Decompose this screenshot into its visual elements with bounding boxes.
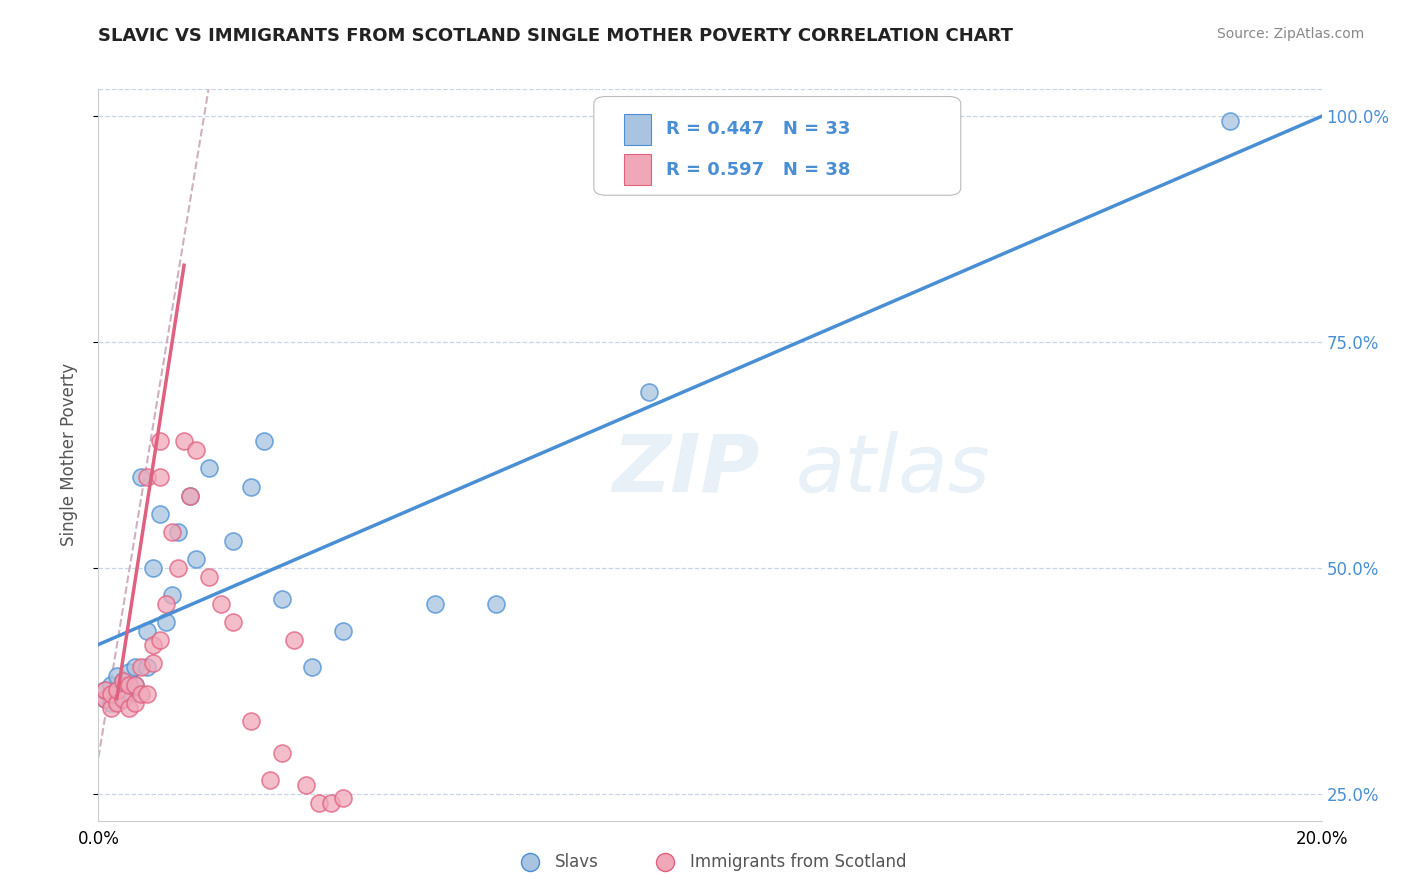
FancyBboxPatch shape [624,154,651,185]
Point [111,673,134,688]
Point [124,678,146,692]
Point [209,597,232,611]
Point [124,696,146,710]
Point [100,696,122,710]
Point [111,691,134,706]
Point [149,507,172,521]
Point [240,714,263,729]
Point [240,479,263,493]
Point [142,561,165,575]
Point [283,633,305,648]
Point [270,592,292,607]
Point [197,461,219,475]
Point [167,524,190,539]
Point [637,384,661,399]
Point [252,434,274,449]
Text: Source: ZipAtlas.com: Source: ZipAtlas.com [1216,27,1364,41]
Point [222,533,245,548]
Text: SLAVIC VS IMMIGRANTS FROM SCOTLAND SINGLE MOTHER POVERTY CORRELATION CHART: SLAVIC VS IMMIGRANTS FROM SCOTLAND SINGL… [98,27,1014,45]
Point [105,682,128,697]
Point [111,691,134,706]
Point [149,633,172,648]
Point [118,687,141,701]
Point [105,687,128,701]
Point [118,678,141,692]
Point [129,660,152,674]
Point [100,687,122,701]
Point [319,796,342,810]
Legend: Slavs, Immigrants from Scotland: Slavs, Immigrants from Scotland [506,847,914,878]
Point [485,597,508,611]
Text: R = 0.597   N = 38: R = 0.597 N = 38 [666,161,851,178]
Point [160,588,183,602]
Point [100,700,122,714]
Point [173,434,195,449]
Point [93,682,115,697]
FancyBboxPatch shape [593,96,960,195]
Point [197,570,219,584]
Point [111,673,134,688]
Point [167,561,190,575]
Point [136,687,159,701]
Point [179,489,201,503]
Point [124,660,146,674]
Point [1219,113,1241,128]
Point [332,791,354,805]
Point [186,551,208,566]
Point [93,691,115,706]
Point [142,656,165,670]
Point [149,434,172,449]
Point [155,597,177,611]
Point [129,687,152,701]
Point [259,772,281,787]
Point [222,615,245,629]
Text: R = 0.447   N = 33: R = 0.447 N = 33 [666,120,851,138]
Text: ZIP: ZIP [612,431,759,508]
Point [93,682,115,697]
Point [179,489,201,503]
Point [129,470,152,484]
Point [295,778,318,792]
Point [124,678,146,692]
Point [308,796,330,810]
Point [301,660,323,674]
Point [160,524,183,539]
FancyBboxPatch shape [624,114,651,145]
Point [136,624,159,638]
Point [105,696,128,710]
Y-axis label: Single Mother Poverty: Single Mother Poverty [59,363,77,547]
Point [332,624,354,638]
Point [118,700,141,714]
Point [100,678,122,692]
Point [149,470,172,484]
Point [93,691,115,706]
Point [105,669,128,683]
Point [186,443,208,458]
Point [423,597,446,611]
Point [270,746,292,760]
Point [118,665,141,679]
Text: atlas: atlas [796,431,990,508]
Point [136,470,159,484]
Point [142,638,165,652]
Point [136,660,159,674]
Point [155,615,177,629]
